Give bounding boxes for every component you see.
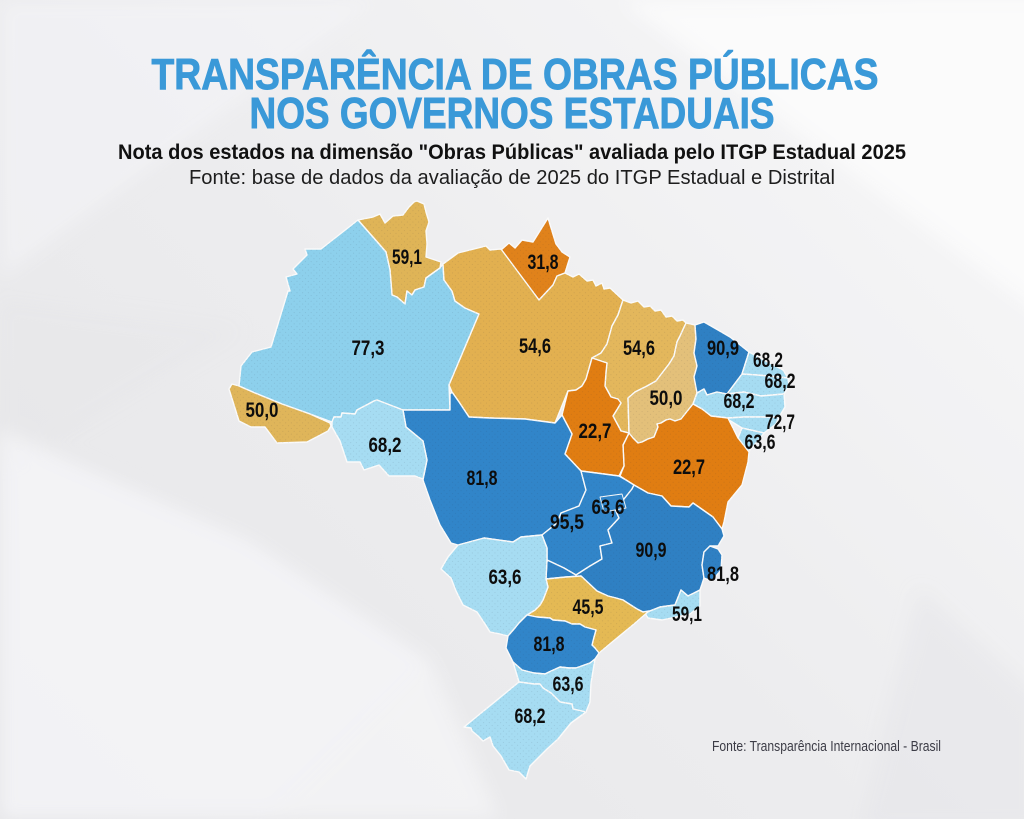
svg-text:72,7: 72,7 bbox=[765, 410, 795, 434]
svg-text:TRANSPARÊNCIA DE OBRAS PÚBLICA: TRANSPARÊNCIA DE OBRAS PÚBLICAS bbox=[152, 49, 879, 99]
svg-text:68,2: 68,2 bbox=[515, 704, 546, 728]
svg-text:81,8: 81,8 bbox=[534, 632, 565, 656]
svg-text:22,7: 22,7 bbox=[673, 455, 705, 479]
svg-text:59,1: 59,1 bbox=[392, 245, 422, 269]
svg-text:81,8: 81,8 bbox=[467, 466, 498, 490]
svg-text:Fonte: Transparência Internaci: Fonte: Transparência Internacional - Bra… bbox=[712, 739, 941, 755]
svg-text:31,8: 31,8 bbox=[528, 250, 559, 274]
svg-text:54,6: 54,6 bbox=[623, 336, 655, 360]
svg-text:22,7: 22,7 bbox=[579, 419, 612, 443]
svg-text:63,6: 63,6 bbox=[592, 495, 625, 519]
svg-text:68,2: 68,2 bbox=[369, 433, 402, 457]
svg-text:50,0: 50,0 bbox=[246, 398, 279, 422]
svg-text:Fonte: base de dados da avalia: Fonte: base de dados da avaliação de 202… bbox=[189, 167, 835, 189]
svg-text:68,2: 68,2 bbox=[753, 348, 783, 372]
svg-text:68,2: 68,2 bbox=[724, 389, 755, 413]
svg-text:45,5: 45,5 bbox=[573, 595, 604, 619]
svg-text:81,8: 81,8 bbox=[707, 562, 739, 586]
svg-text:NOS GOVERNOS ESTADUAIS: NOS GOVERNOS ESTADUAIS bbox=[250, 90, 775, 138]
svg-text:59,1: 59,1 bbox=[672, 602, 702, 626]
svg-text:77,3: 77,3 bbox=[352, 336, 385, 360]
svg-text:90,9: 90,9 bbox=[707, 336, 739, 360]
svg-text:54,6: 54,6 bbox=[519, 334, 551, 358]
svg-text:63,6: 63,6 bbox=[745, 430, 776, 454]
svg-text:95,5: 95,5 bbox=[550, 510, 584, 534]
svg-text:Nota dos estados na dimensão ": Nota dos estados na dimensão "Obras Públ… bbox=[118, 140, 906, 164]
svg-text:90,9: 90,9 bbox=[636, 538, 667, 562]
svg-text:68,2: 68,2 bbox=[765, 369, 796, 393]
svg-text:50,0: 50,0 bbox=[650, 386, 683, 410]
svg-text:63,6: 63,6 bbox=[489, 565, 522, 589]
svg-text:63,6: 63,6 bbox=[553, 672, 584, 696]
